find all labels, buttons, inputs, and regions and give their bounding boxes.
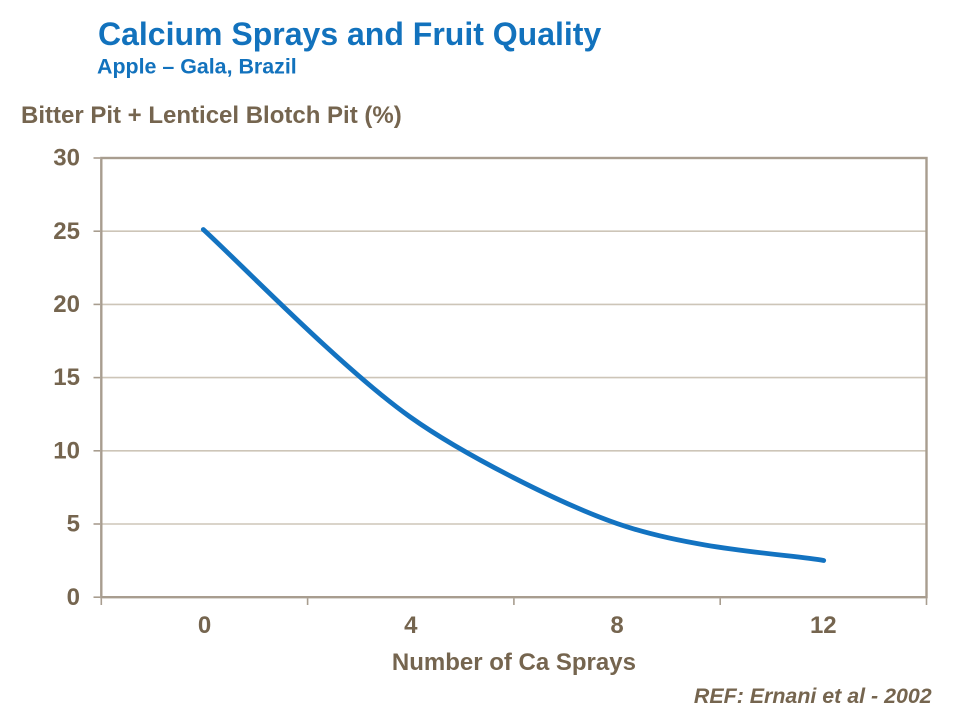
svg-text:4: 4 [404,612,418,639]
svg-text:Number of Ca Sprays: Number of Ca Sprays [392,649,636,676]
svg-text:5: 5 [67,511,80,538]
svg-text:0: 0 [67,584,80,611]
svg-text:25: 25 [53,218,80,245]
svg-text:30: 30 [53,145,80,172]
svg-text:12: 12 [810,612,837,639]
svg-text:20: 20 [53,291,80,318]
svg-text:REF: Ernani et al - 2002: REF: Ernani et al - 2002 [694,684,932,708]
svg-text:0: 0 [198,612,211,639]
svg-text:8: 8 [610,612,623,639]
svg-text:Apple – Gala, Brazil: Apple – Gala, Brazil [97,54,297,78]
svg-text:15: 15 [53,364,80,391]
svg-text:10: 10 [53,437,80,464]
svg-text:Bitter Pit + Lenticel Blotch P: Bitter Pit + Lenticel Blotch Pit (%) [21,102,402,129]
svg-text:Calcium Sprays and Fruit Quali: Calcium Sprays and Fruit Quality [98,16,601,52]
